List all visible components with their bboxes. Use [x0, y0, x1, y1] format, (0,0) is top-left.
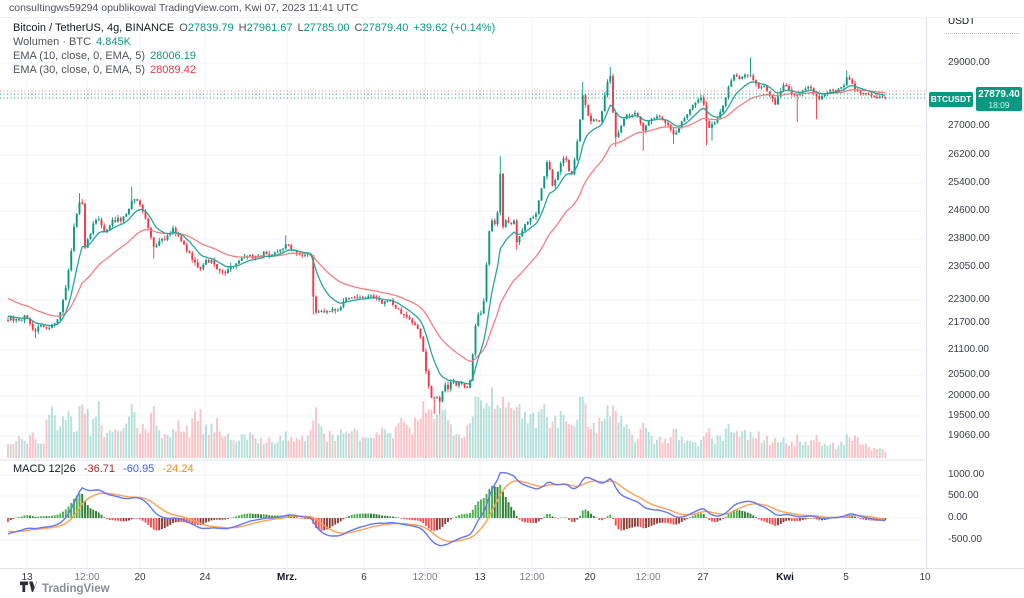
time-axis-label: 12:00 [519, 572, 545, 583]
price-axis-label: 21100.00 [948, 344, 989, 355]
ema10-value: 28006.19 [150, 50, 196, 62]
share-info-bar: consultingws59294 opublikowal TradingVie… [0, 0, 1024, 18]
price-axis-label: 1000.00 [948, 469, 985, 480]
bar-countdown: 18:09 [988, 100, 1010, 110]
price-axis-label: 500.00 [948, 490, 979, 501]
change-value: +39.62 (+0.14%) [413, 22, 496, 34]
share-info-text: consultingws59294 opublikowal TradingVie… [9, 2, 359, 14]
time-axis-label: 12:00 [74, 572, 100, 583]
time-axis-label: 24 [199, 572, 211, 583]
price-axis-label: 24600.00 [948, 205, 990, 216]
ema10-legend-row[interactable]: EMA (10, close, 0, EMA, 5) 28006.19 [13, 49, 495, 63]
low-value: 27785.00 [303, 22, 350, 34]
ema30-legend-row[interactable]: EMA (30, close, 0, EMA, 5) 28089.42 [13, 63, 495, 77]
time-axis-label: 12:00 [412, 572, 438, 583]
price-axis-label: 23800.00 [948, 233, 990, 244]
last-price-badge: 27879.40 18:09 [976, 87, 1022, 111]
price-axis-label: 20500.00 [948, 369, 990, 380]
price-axis-label: 21700.00 [948, 317, 990, 328]
tradingview-logo-icon [20, 580, 37, 598]
time-axis-label: 12:00 [635, 572, 661, 583]
time-axis-label: 13 [474, 572, 486, 583]
time-axis-label: Kwi [776, 572, 794, 583]
last-price-value: 27879.40 [978, 89, 1020, 100]
time-axis-label: 27 [697, 572, 709, 583]
symbol-legend-row[interactable]: Bitcoin / TetherUS, 4g, BINANCE O27839.79… [13, 21, 495, 35]
price-axis-label: 23050.00 [948, 261, 990, 272]
price-axis-label: 27000.00 [948, 120, 990, 131]
price-axis-label: 19060.00 [948, 430, 990, 441]
volume-value: 4.845K [96, 36, 131, 48]
price-axis-currency: USDT [948, 16, 976, 27]
price-axis-label: 19500.00 [948, 410, 990, 421]
time-axis-label: 5 [843, 572, 849, 583]
open-value: 27839.79 [187, 22, 234, 34]
time-axis-label: 10 [919, 572, 931, 583]
symbol-legend: Bitcoin / TetherUS, 4g, BINANCE O27839.79… [13, 21, 495, 77]
macd-signal-value: -24.24 [162, 463, 194, 475]
macd-hist-value: -36.71 [83, 463, 116, 475]
high-label: H [238, 22, 247, 34]
time-axis-label: 20 [134, 572, 146, 583]
price-axis-label: 26200.00 [948, 149, 990, 160]
tradingview-brand-text: TradingView [42, 583, 110, 595]
volume-legend-row[interactable]: Wolumen · BTC 4.845K [13, 35, 495, 49]
time-axis-label: 13 [21, 572, 33, 583]
footer-brand[interactable]: TradingView [20, 580, 110, 598]
ema30-label: EMA (30, close, 0, EMA, 5) [13, 64, 146, 76]
price-axis-label: 0.00 [948, 512, 968, 523]
price-axis-separator [945, 33, 1019, 34]
ema30-value: 28089.42 [150, 64, 196, 76]
symbol-title: Bitcoin / TetherUS, 4g, BINANCE [13, 22, 175, 34]
price-axis-label: -500.00 [948, 534, 982, 545]
price-axis-label: 22300.00 [948, 294, 990, 305]
price-axis-label: 29000.00 [948, 57, 990, 68]
close-value: 27879.40 [362, 22, 409, 34]
low-label: L [297, 22, 304, 34]
close-label: C [354, 22, 363, 34]
high-value: 27961.67 [246, 22, 293, 34]
time-axis-label: 6 [361, 572, 367, 583]
macd-legend[interactable]: MACD 12|26 -36.71 -60.95 -24.24 [13, 463, 194, 475]
time-axis[interactable]: 13 12:00 20 24 Mrz. 6 12:00 13 12:00 20 12:00 27 Kwi… [0, 568, 1024, 585]
open-label: O [179, 22, 188, 34]
time-axis-label: Mrz. [277, 572, 297, 583]
macd-line-value: -60.95 [123, 463, 155, 475]
time-axis-label: 20 [584, 572, 596, 583]
price-axis-label: 25400.00 [948, 177, 990, 188]
ema10-label: EMA (10, close, 0, EMA, 5) [13, 50, 146, 62]
last-price-symbol-badge: BTCUSDT [929, 92, 973, 107]
macd-title: MACD 12|26 [13, 463, 76, 475]
price-axis-label: 20000.00 [948, 390, 990, 401]
volume-label: Wolumen · BTC [13, 36, 92, 48]
